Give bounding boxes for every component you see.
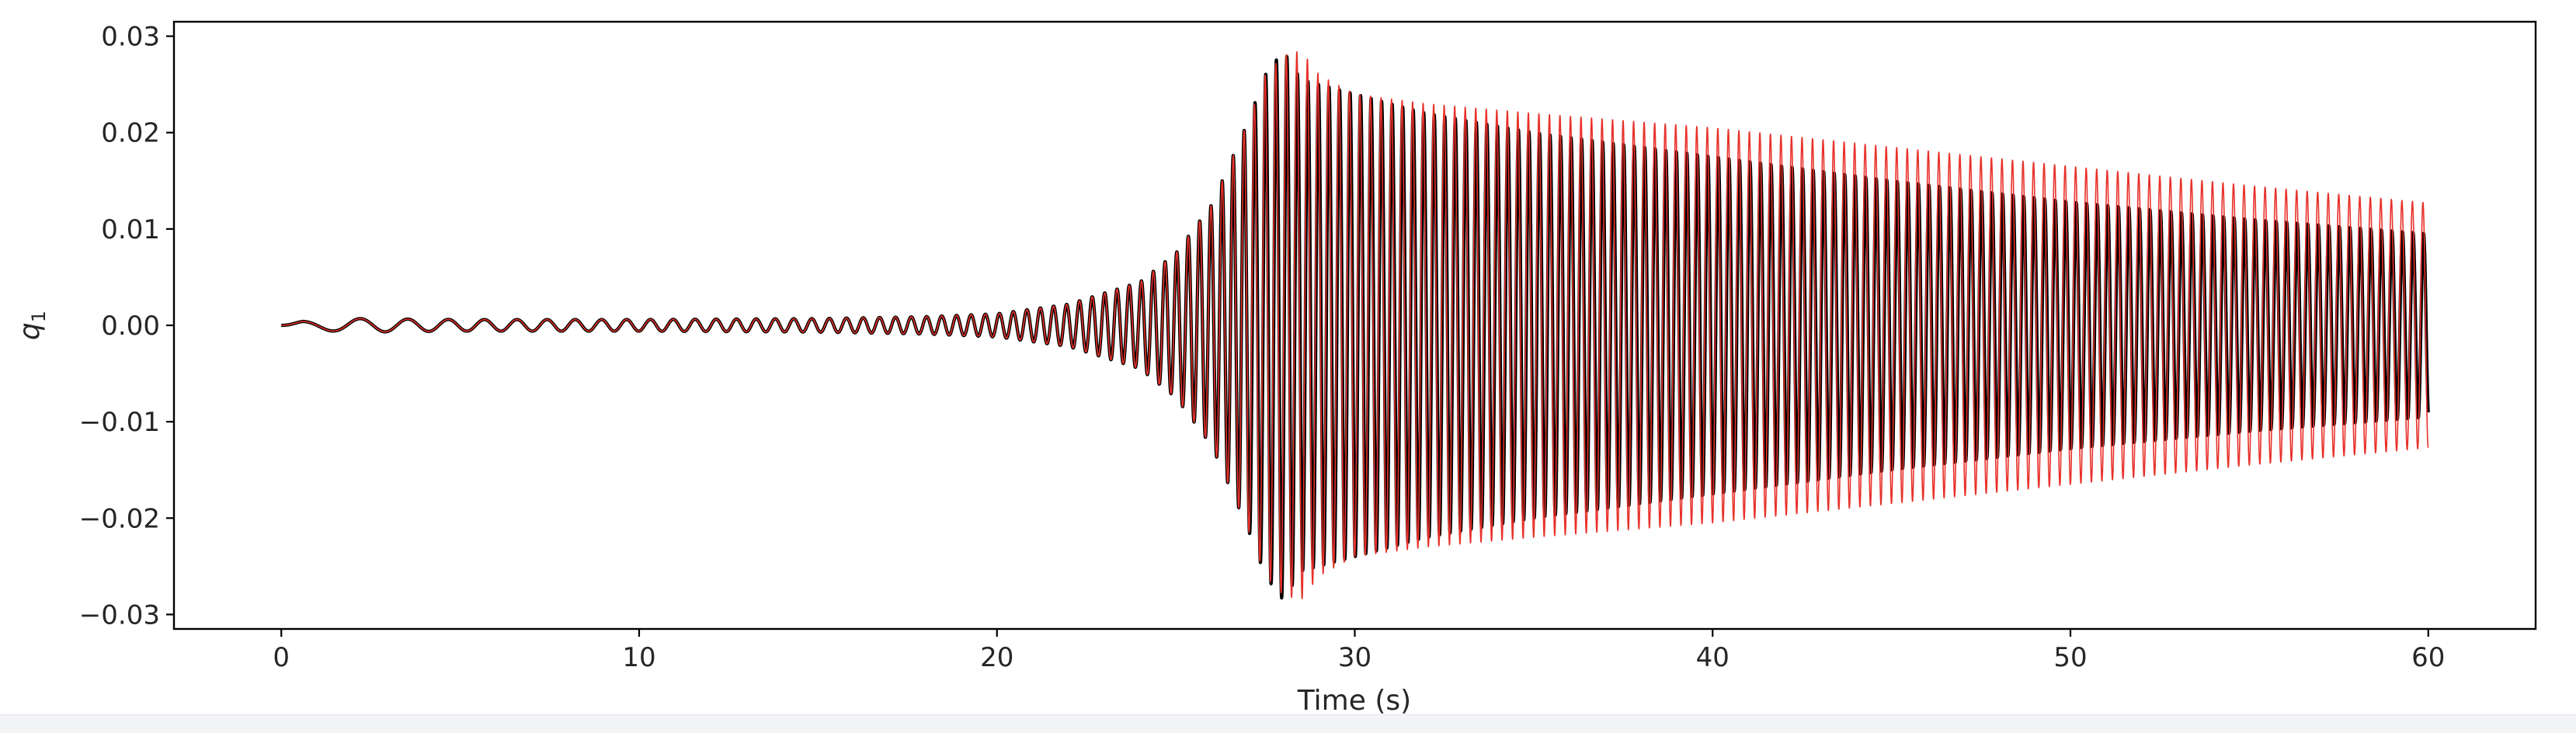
- x-axis-label: Time (s): [1297, 685, 1411, 714]
- y-tick-label: −0.02: [79, 503, 160, 534]
- y-tick-label: −0.01: [79, 407, 160, 438]
- y-tick-label: 0.01: [101, 214, 160, 245]
- y-axis-label-symbol: q: [14, 322, 46, 340]
- x-tick-label: 50: [2053, 642, 2087, 673]
- y-tick-label: 0.02: [101, 118, 160, 149]
- series-layer: [280, 50, 2430, 600]
- series-line-red: [280, 50, 2429, 599]
- series-line-black: [280, 54, 2430, 600]
- x-tick-label: 40: [1696, 642, 1730, 673]
- x-tick-label: 30: [1338, 642, 1371, 673]
- chart-figure: 0 10 20 30 40 50 60 −0.03 −0.02 −0.01 0.00 0.01 0.0…: [14, 20, 2537, 714]
- x-tick-label: 60: [2411, 642, 2445, 673]
- x-tick-label: 20: [980, 642, 1013, 673]
- x-axis: 0 10 20 30 40 50 60: [273, 629, 2445, 673]
- plot-area: [280, 50, 2430, 600]
- x-tick-label: 0: [273, 642, 290, 673]
- y-axis: −0.03 −0.02 −0.01 0.00 0.01 0.02 0.03: [79, 22, 174, 631]
- y-tick-label: 0.00: [101, 311, 160, 342]
- y-axis-label-subscript: 1: [28, 311, 50, 322]
- y-tick-label: −0.03: [79, 599, 160, 631]
- x-tick-label: 10: [622, 642, 655, 673]
- y-axis-label: q1: [14, 311, 50, 340]
- footer-strip: [0, 714, 2576, 733]
- y-tick-label: 0.03: [101, 22, 160, 53]
